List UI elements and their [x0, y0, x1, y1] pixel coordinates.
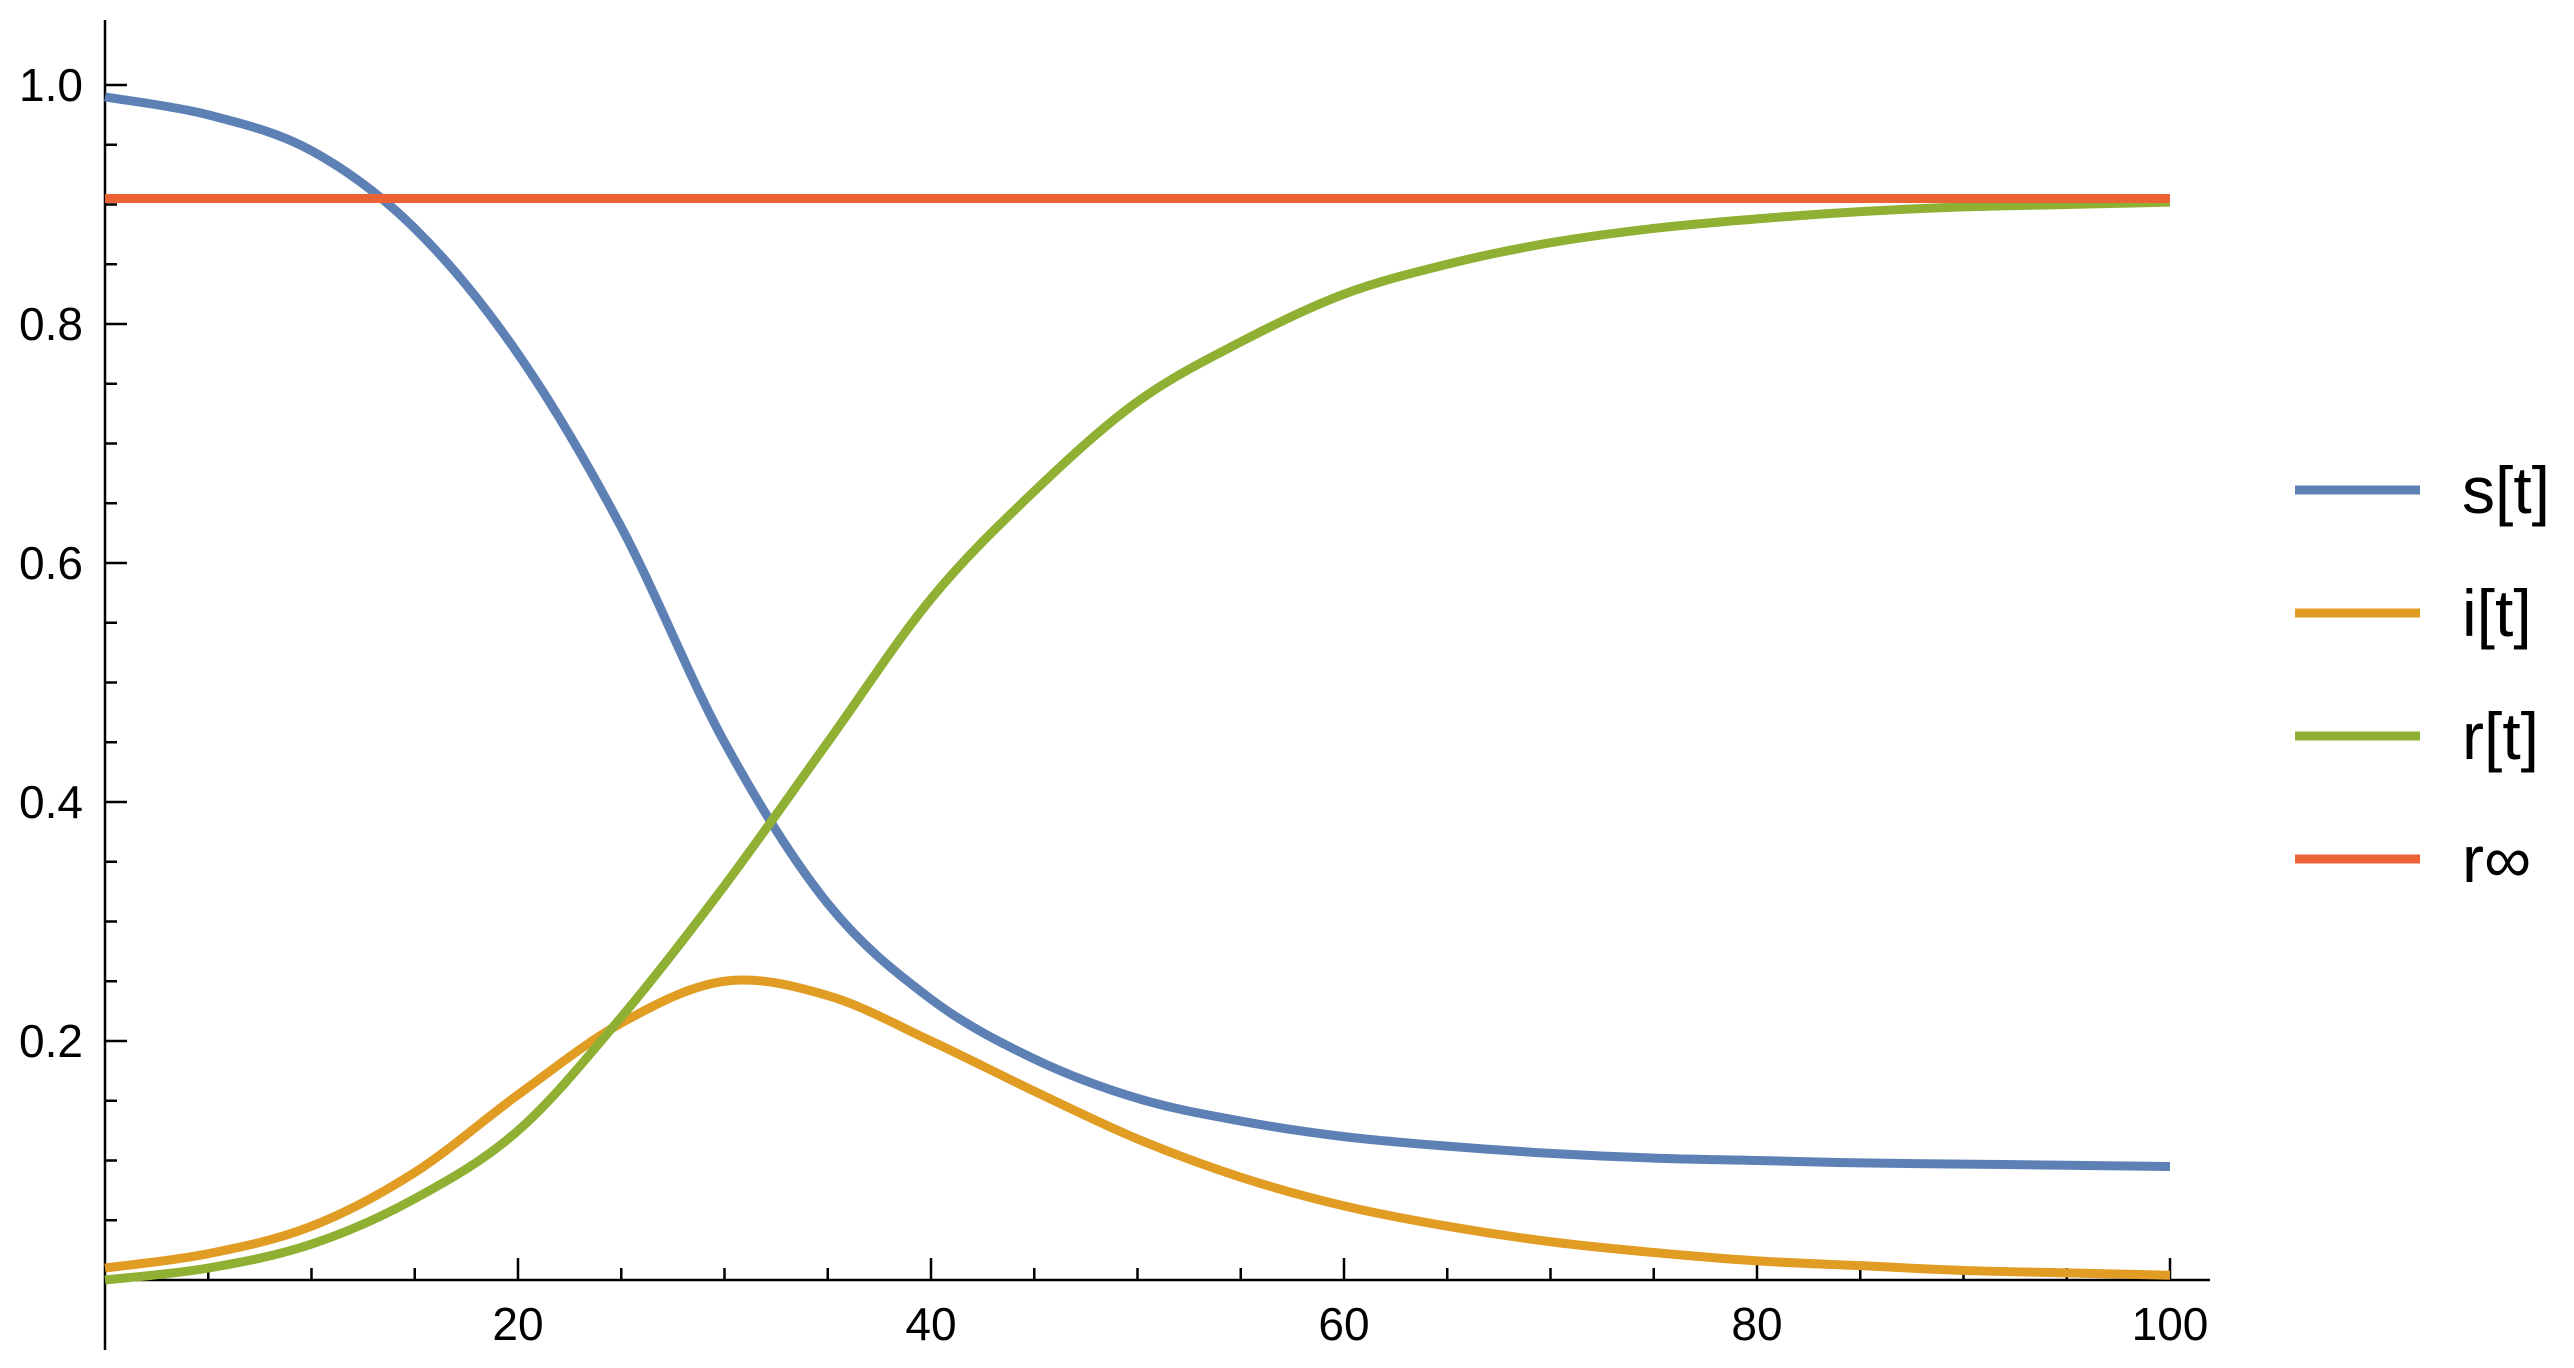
- y-tick-label: 0.6: [19, 537, 83, 589]
- y-tick-label: 0.8: [19, 298, 83, 350]
- x-tick-label: 20: [492, 1298, 543, 1350]
- legend-label-1: i[t]: [2462, 576, 2532, 650]
- legend-label-3: r∞: [2462, 822, 2531, 896]
- x-tick-label: 100: [2132, 1298, 2209, 1350]
- y-tick-label: 1.0: [19, 59, 83, 111]
- legend: s[t] i[t] r[t] r∞: [2295, 453, 2550, 896]
- plot-area: [104, 92, 2171, 1285]
- y-tick-label: 0.4: [19, 776, 83, 828]
- y-tick-label: 0.2: [19, 1015, 83, 1067]
- x-tick-label: 80: [1731, 1298, 1782, 1350]
- x-tick-label: 40: [905, 1298, 956, 1350]
- legend-label-2: r[t]: [2462, 699, 2539, 773]
- series-line-0: [104, 92, 2171, 1171]
- legend-label-0: s[t]: [2462, 453, 2550, 527]
- x-tick-label: 60: [1318, 1298, 1369, 1350]
- axes: 20 40 60 80 100 0.2 0.4 0.6 0.8 1.0: [19, 20, 2210, 1350]
- series-line-1: [104, 975, 2171, 1280]
- series-line-2: [104, 197, 2171, 1285]
